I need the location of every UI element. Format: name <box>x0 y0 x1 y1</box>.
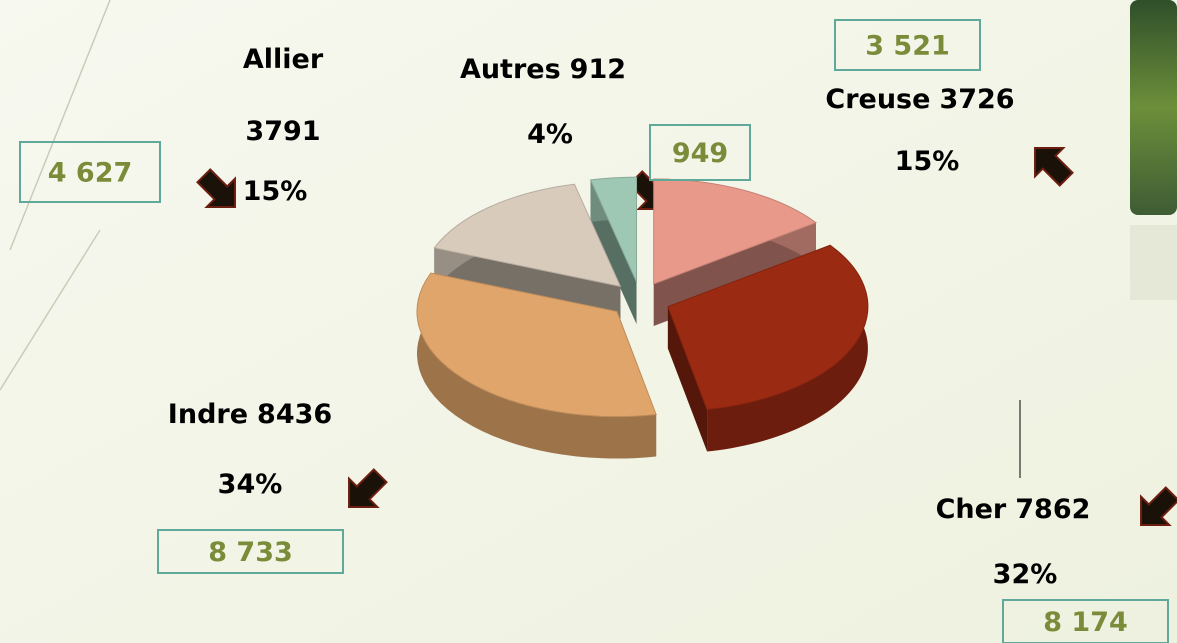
comparison-label: 8 174 <box>1043 607 1128 638</box>
category-name: Allier <box>243 44 324 75</box>
percent-label: 34% <box>218 469 283 500</box>
data-label: Allier <box>243 44 324 75</box>
category-name: Indre <box>168 399 248 430</box>
slice-side <box>707 245 868 452</box>
photo <box>1130 0 1177 215</box>
comparison-label: 4 627 <box>48 158 133 189</box>
slice-wall <box>667 306 708 452</box>
data-label: Autres 912 <box>460 54 626 85</box>
data-label: Cher 7862 <box>936 494 1091 525</box>
percent-label: 32% <box>993 559 1058 590</box>
slice <box>667 244 869 411</box>
comparison-box <box>19 141 161 203</box>
percent-label: 4% <box>527 119 573 150</box>
comparison-box <box>834 19 981 71</box>
category-name: Autres <box>460 54 561 85</box>
comparison-box <box>1002 599 1169 643</box>
category-name: Cher <box>936 494 1007 525</box>
value-label: 7862 <box>1015 494 1090 525</box>
data-label: 34% <box>218 469 283 500</box>
category-name: Creuse <box>825 84 930 115</box>
comparison-box <box>157 529 344 574</box>
decor-line <box>0 0 111 391</box>
data-label: 15% <box>243 176 308 207</box>
data-label: 3791 <box>245 116 320 147</box>
data-label: 32% <box>993 559 1058 590</box>
comparison-box <box>649 124 751 181</box>
data-label: 4% <box>527 119 573 150</box>
comparison-label: 949 <box>672 138 728 169</box>
data-label: Indre 8436 <box>168 399 332 430</box>
photo-reflection <box>1130 225 1177 300</box>
comparison-label: 3 521 <box>865 31 950 62</box>
data-label: Creuse 3726 <box>825 84 1014 115</box>
percent-label: 15% <box>243 176 308 207</box>
value-label: 3726 <box>939 84 1014 115</box>
percent-label: 15% <box>895 146 960 177</box>
value-label: 3791 <box>245 116 320 147</box>
slice-side <box>416 273 657 459</box>
comparison-label: 8 733 <box>208 537 293 568</box>
value-label: 8436 <box>257 399 332 430</box>
slice <box>589 176 638 283</box>
slice <box>433 183 622 288</box>
value-label: 912 <box>570 54 626 85</box>
data-label: 15% <box>895 146 960 177</box>
slice <box>416 272 657 418</box>
